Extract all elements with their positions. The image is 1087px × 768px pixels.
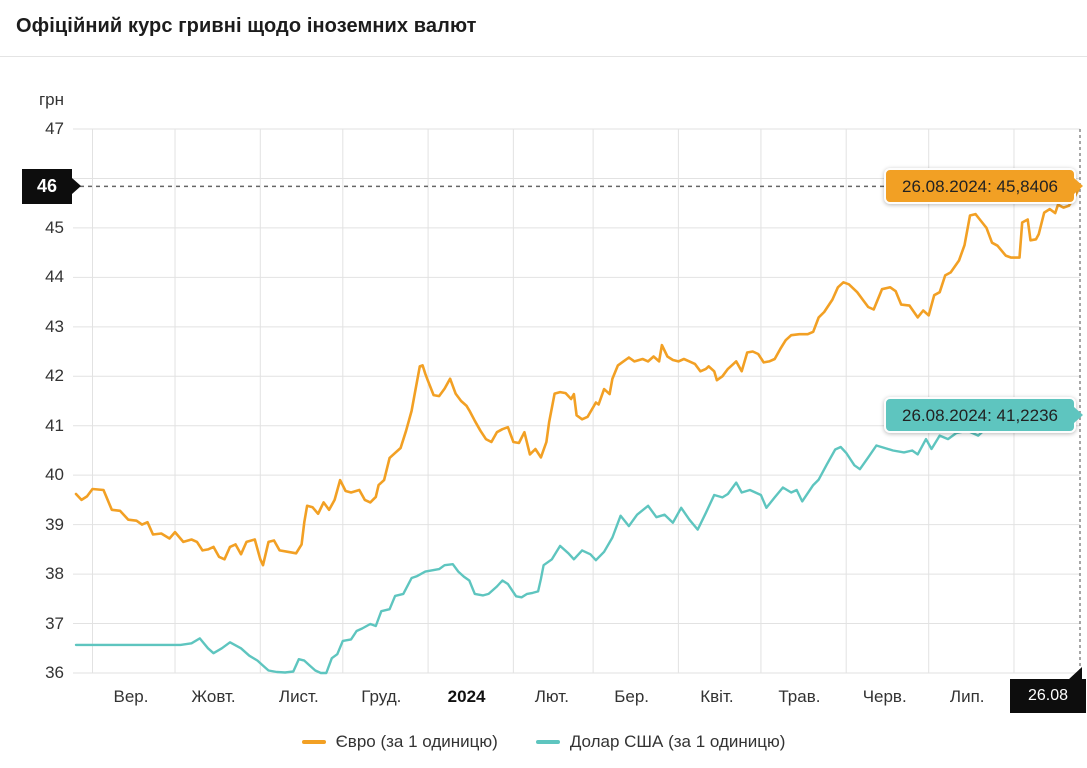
dollar-legend-swatch-icon	[535, 740, 560, 744]
y-tick-label: 47	[45, 119, 64, 138]
x-tick-label-: Лип.	[949, 687, 985, 706]
legend-item-euro[interactable]: Євро (за 1 одиницю)	[301, 732, 498, 752]
x-tick-label-: Квіт.	[700, 687, 734, 706]
x-tick-label-: Черв.	[862, 687, 907, 706]
end-date-badge: 26.08	[1010, 679, 1086, 713]
x-tick-label-: Лют.	[534, 687, 569, 706]
x-tick-label-: Бер.	[614, 687, 650, 706]
y-tick-label: 42	[45, 366, 64, 386]
x-tick-label-: Трав.	[778, 687, 821, 706]
legend-item-label: Долар США (за 1 одиницю)	[569, 732, 786, 751]
x-tick-label-: Груд.	[361, 687, 402, 706]
x-tick-label-2024: 2024	[447, 687, 486, 706]
dollar-value-tooltip: 26.08.2024: 41,2236	[884, 396, 1083, 433]
end-date-badge-arrow-icon	[1068, 667, 1082, 680]
page-title: Офіційний курс гривні щодо іноземних вал…	[16, 15, 477, 37]
legend-item-dollar[interactable]: Долар США (за 1 одиницю)	[535, 732, 786, 752]
y-tick-label: 38	[45, 564, 64, 584]
y-axis-unit-label: грн	[38, 90, 64, 109]
euro-value-tooltip: 26.08.2024: 45,8406	[884, 168, 1083, 205]
y-tick-label: 39	[45, 514, 64, 534]
legend-item-label: Євро (за 1 одиницю)	[335, 732, 498, 751]
page-header: Офіційний курс гривні щодо іноземних вал…	[0, 0, 1087, 57]
x-tick-label-: Лист.	[278, 687, 319, 706]
current-value-axis-badge-text: 46	[36, 175, 58, 196]
euro-legend-swatch-icon	[301, 740, 326, 744]
dollar-rate-line	[74, 413, 1082, 675]
euro-rate-line	[74, 185, 1082, 567]
y-tick-label: 45	[45, 217, 64, 237]
y-tick-label: 37	[45, 613, 64, 633]
end-date-badge-text: 26.08	[1027, 687, 1069, 704]
y-tick-label: 43	[45, 316, 64, 336]
y-tick-label: 44	[45, 267, 64, 287]
y-tick-label: 40	[45, 465, 64, 485]
y-tick-label: 36	[45, 663, 64, 682]
y-tick-label: 41	[45, 415, 64, 435]
legend: Євро (за 1 одиницю) Долар США (за 1 одини…	[0, 732, 1087, 752]
x-tick-label-: Вер.	[113, 687, 149, 706]
x-tick-label-: Жовт.	[191, 687, 236, 706]
current-value-axis-badge: 46	[22, 168, 81, 204]
